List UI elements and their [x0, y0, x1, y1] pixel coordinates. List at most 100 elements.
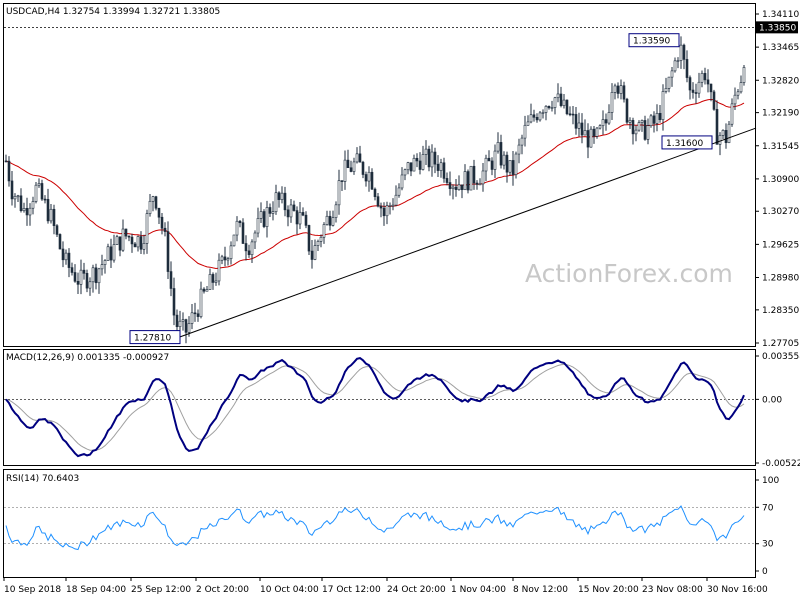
- candle-body: [568, 113, 572, 116]
- candle-body: [370, 171, 374, 190]
- candle-body: [94, 267, 98, 284]
- candle-body: [742, 67, 746, 83]
- candle-body: [214, 280, 218, 283]
- candle-body: [10, 180, 14, 200]
- macd-plot: [4, 357, 755, 458]
- macd-tick-label: -0.005222: [762, 459, 800, 469]
- candle-body: [145, 213, 149, 244]
- candle-body: [427, 148, 431, 168]
- candle-body: [460, 184, 464, 191]
- annotation-label: 1.33590: [633, 37, 670, 47]
- candle-body: [529, 114, 533, 123]
- candle-body: [457, 184, 461, 190]
- candle-body: [664, 88, 668, 92]
- candle-body: [493, 150, 497, 170]
- candle-body: [247, 250, 251, 256]
- candle-body: [328, 215, 332, 226]
- candle-body: [178, 320, 182, 328]
- candle-body: [61, 248, 65, 261]
- candle-body: [574, 114, 578, 129]
- candle-body: [637, 122, 641, 131]
- candle-body: [79, 269, 83, 285]
- candle-body: [133, 243, 137, 248]
- candle-body: [196, 313, 200, 317]
- candle-body: [526, 121, 530, 126]
- candle-body: [553, 97, 557, 108]
- time-tick-label: 1 Nov 04:00: [451, 585, 506, 595]
- candle-body: [559, 93, 563, 106]
- moving-average: [5, 98, 745, 270]
- candle-body: [541, 112, 545, 114]
- candle-body: [181, 319, 185, 322]
- candle-body: [688, 77, 692, 91]
- candle-body: [259, 211, 263, 219]
- candle-body: [634, 129, 638, 135]
- candle-body: [604, 119, 608, 124]
- price-tick-label: 1.28350: [762, 306, 799, 316]
- candle-body: [586, 130, 590, 148]
- candle-body: [130, 236, 134, 245]
- candle-body: [595, 127, 599, 137]
- candle-body: [607, 112, 611, 124]
- candle-body: [310, 250, 314, 260]
- time-axis: 10 Sep 2018 18 Sep 04:00 25 Sep 12:00 2 Oct…: [3, 577, 768, 595]
- candle-body: [4, 160, 8, 163]
- candle-body: [274, 192, 278, 213]
- candle-body: [496, 142, 500, 152]
- time-tick-label: 2 Oct 20:00: [196, 585, 249, 595]
- candle-body: [520, 137, 524, 146]
- candle-body: [433, 151, 437, 165]
- candle-body: [316, 241, 320, 246]
- candle-body: [508, 160, 512, 173]
- candle-body: [724, 130, 728, 143]
- candle-body: [55, 225, 59, 235]
- candle-body: [379, 205, 383, 209]
- candle-body: [223, 256, 227, 261]
- candle-body: [655, 112, 659, 124]
- macd-tick-label: 0.003558: [762, 352, 800, 362]
- candle-body: [127, 235, 131, 238]
- candle-body: [175, 314, 179, 328]
- candle-body: [442, 162, 446, 179]
- candle-body: [346, 159, 350, 169]
- candle-body: [487, 157, 491, 162]
- rsi-label: RSI(14) 70.6403: [6, 474, 79, 484]
- price-tick-label: 1.31545: [762, 142, 799, 152]
- rsi-panel: [3, 469, 756, 578]
- candle-body: [229, 245, 233, 259]
- time-tick-label: 24 Oct 20:00: [387, 585, 446, 595]
- candle-body: [331, 217, 335, 226]
- time-tick-label: 25 Sep 12:00: [131, 585, 191, 595]
- watermark: ActionForex.com: [525, 259, 733, 288]
- candle-body: [22, 208, 26, 211]
- time-tick-label: 8 Nov 12:00: [513, 585, 568, 595]
- candle-body: [265, 207, 269, 227]
- candle-body: [583, 130, 587, 136]
- candle-body: [40, 183, 44, 200]
- rsi-line: [5, 505, 745, 551]
- candle-body: [388, 205, 392, 207]
- candle-body: [100, 264, 104, 270]
- candle-body: [727, 123, 731, 143]
- price-panel: [3, 3, 756, 347]
- candle-body: [43, 198, 47, 201]
- ma-line: [5, 98, 745, 270]
- candle-body: [739, 82, 743, 93]
- candle-body: [406, 162, 410, 171]
- candle-body: [706, 79, 710, 85]
- price-tick-label: 1.28980: [762, 274, 799, 284]
- candle-body: [82, 269, 86, 274]
- candle-body: [418, 160, 422, 170]
- candle-body: [256, 218, 260, 234]
- candle-body: [307, 225, 311, 252]
- candle-body: [538, 112, 542, 121]
- candle-body: [409, 162, 413, 172]
- candle-body: [544, 105, 548, 113]
- candle-body: [517, 144, 521, 155]
- candle-body: [154, 196, 158, 209]
- candle-body: [376, 196, 380, 207]
- candle-body: [28, 207, 32, 216]
- candle-body: [340, 180, 344, 182]
- candle-body: [172, 288, 176, 316]
